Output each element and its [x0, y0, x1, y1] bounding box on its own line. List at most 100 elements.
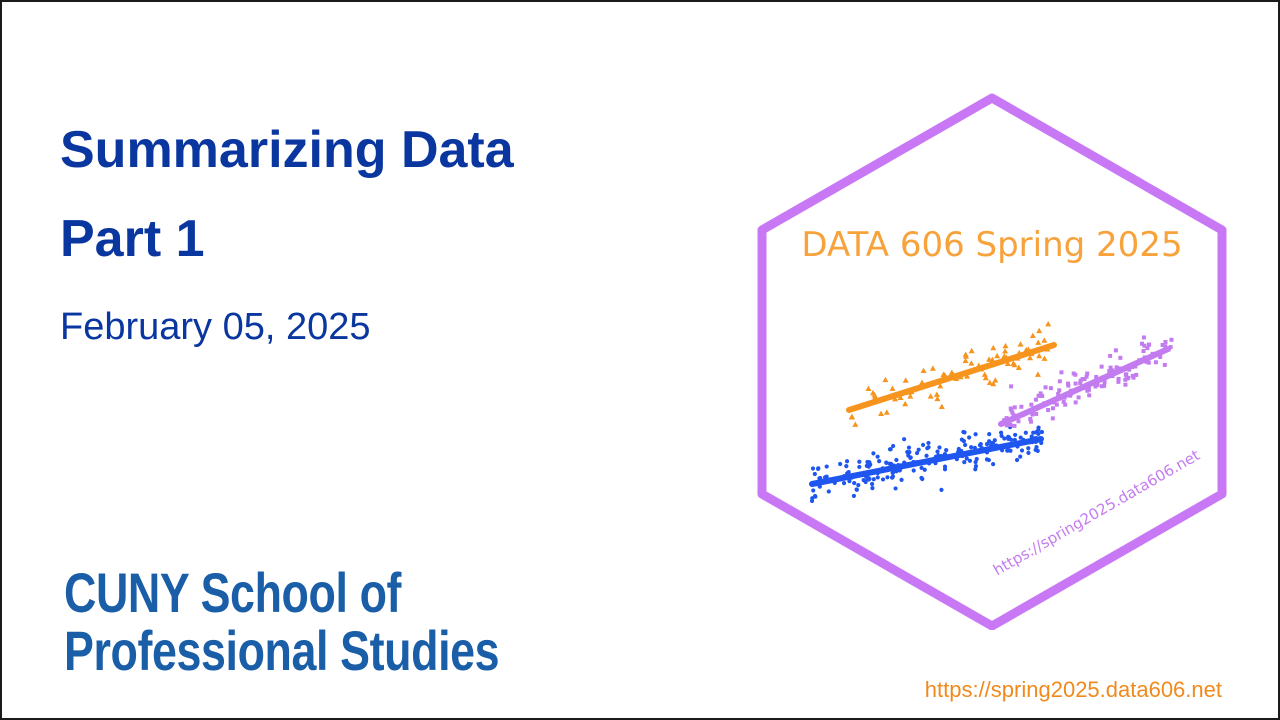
- blue-point: [924, 453, 929, 458]
- orange-point: [938, 403, 945, 410]
- purple-point: [1123, 382, 1128, 387]
- orange-point: [934, 395, 941, 402]
- blue-point: [919, 465, 924, 470]
- blue-point: [899, 477, 904, 482]
- purple-point: [1145, 346, 1150, 351]
- orange-point: [989, 356, 996, 363]
- footer-url-link[interactable]: https://spring2025.data606.net: [924, 677, 1222, 702]
- purple-point: [1163, 344, 1168, 349]
- purple-point: [1004, 423, 1009, 428]
- blue-point: [1014, 457, 1020, 463]
- purple-point: [1118, 355, 1123, 360]
- blue-point: [963, 442, 968, 448]
- slide-title: Summarizing Data: [60, 121, 514, 179]
- orange-point: [902, 400, 909, 407]
- purple-point: [1050, 406, 1055, 411]
- blue-point: [847, 479, 852, 484]
- orange-point: [940, 371, 947, 377]
- purple-point: [1158, 354, 1163, 359]
- purple-point: [1033, 397, 1038, 402]
- purple-point: [1076, 395, 1081, 400]
- blue-point: [844, 464, 849, 469]
- purple-point: [1146, 342, 1151, 347]
- blue-point: [857, 459, 862, 464]
- blue-point: [816, 466, 821, 471]
- blue-point: [893, 486, 898, 491]
- blue-point: [942, 464, 948, 469]
- blue-point: [916, 447, 921, 452]
- orange-point: [1036, 352, 1043, 359]
- orange-point: [1041, 337, 1048, 343]
- blue-point: [856, 483, 861, 488]
- blue-point: [890, 474, 896, 479]
- blue-point: [987, 432, 992, 437]
- purple-point: [1160, 342, 1165, 347]
- purple-point: [1169, 337, 1174, 342]
- orange-point: [927, 393, 934, 399]
- blue-point: [937, 445, 942, 450]
- orange-point: [962, 357, 969, 364]
- orange-point: [948, 369, 955, 375]
- blue-point: [959, 437, 965, 442]
- orange-point: [1034, 371, 1041, 377]
- orange-point: [1045, 321, 1052, 327]
- blue-point: [926, 440, 931, 446]
- blue-point: [1018, 435, 1023, 440]
- purple-point: [1010, 410, 1015, 415]
- orange-point: [1041, 355, 1048, 361]
- orange-point: [1027, 354, 1034, 361]
- blue-point: [986, 457, 991, 463]
- blue-point: [812, 471, 817, 477]
- purple-point: [1108, 365, 1113, 370]
- blue-point: [894, 457, 899, 463]
- blue-point: [973, 467, 978, 472]
- orange-point: [1010, 360, 1017, 366]
- orange-point: [986, 379, 993, 385]
- purple-point: [1141, 349, 1146, 354]
- blue-point: [1036, 425, 1041, 430]
- blue-point: [984, 441, 990, 447]
- purple-point: [1063, 402, 1068, 407]
- purple-point: [1168, 345, 1173, 350]
- blue-point: [969, 445, 974, 450]
- slide-subtitle: Part 1: [60, 210, 205, 268]
- blue-point: [810, 496, 815, 501]
- blue-point: [905, 449, 910, 455]
- blue-point: [939, 487, 944, 492]
- blue-point: [890, 470, 895, 475]
- blue-point: [810, 466, 816, 471]
- blue-point: [861, 478, 866, 483]
- orange-point: [929, 365, 936, 371]
- blue-point: [964, 456, 969, 461]
- blue-point: [852, 480, 857, 486]
- purple-point: [1073, 400, 1078, 405]
- orange-point: [1004, 360, 1011, 367]
- blue-point: [1026, 450, 1031, 455]
- purple-point: [1066, 381, 1071, 386]
- purple-point: [1095, 382, 1100, 387]
- orange-point: [883, 409, 890, 415]
- cuny-sps-logo: CUNY School of Professional Studies: [64, 564, 500, 679]
- blue-point: [962, 460, 967, 465]
- blue-point: [871, 477, 876, 482]
- orange-point: [1002, 348, 1009, 354]
- purple-point: [1099, 364, 1104, 369]
- blue-point: [978, 442, 983, 447]
- orange-point: [1036, 327, 1043, 334]
- purple-point: [1107, 369, 1112, 374]
- orange-point: [848, 413, 855, 419]
- purple-point: [1139, 341, 1144, 346]
- blue-point: [875, 475, 880, 480]
- blue-point: [891, 443, 896, 449]
- purple-point: [1123, 372, 1128, 377]
- purple-point: [1030, 412, 1035, 417]
- purple-point: [1043, 385, 1048, 390]
- orange-point: [902, 377, 909, 383]
- purple-point: [1059, 370, 1064, 375]
- blue-point: [871, 451, 876, 456]
- blue-point: [812, 493, 818, 499]
- blue-point: [824, 464, 829, 469]
- blue-point: [911, 468, 916, 473]
- blue-point: [999, 430, 1004, 435]
